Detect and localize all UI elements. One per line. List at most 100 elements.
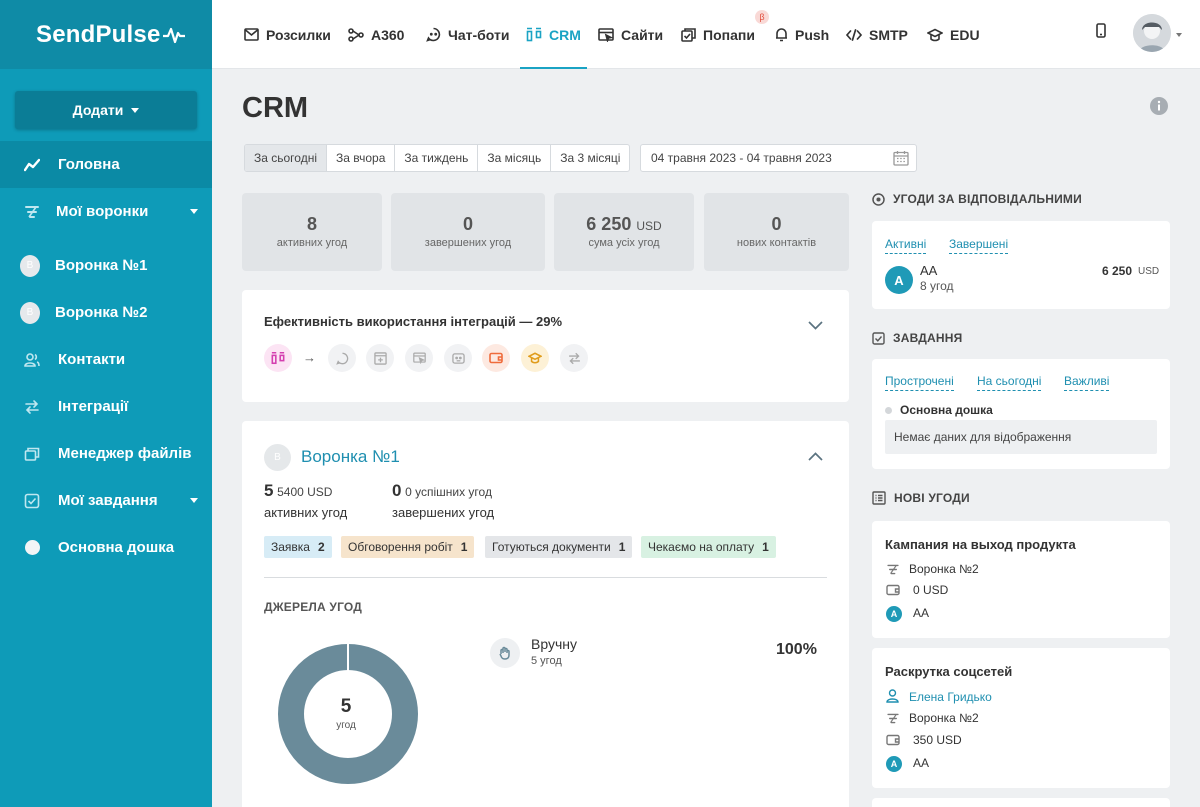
sidebar-item-label: Воронка №2 [55, 304, 148, 321]
chevron-down-icon[interactable] [1176, 33, 1182, 37]
topnav-item-edu[interactable]: EDU [927, 0, 980, 69]
period-week[interactable]: За тиждень [395, 145, 479, 171]
hand-icon [490, 638, 520, 668]
crm-icon[interactable] [264, 344, 292, 372]
sidebar-nav: Головна Мої воронки В Воронка №1 В Ворон… [0, 141, 212, 571]
stat-unit: USD [636, 219, 662, 233]
sidebar-item-funnel-1[interactable]: В Воронка №1 [0, 242, 212, 289]
donut-caption: угод [336, 720, 356, 731]
topnav-item-sites[interactable]: Сайти [598, 0, 663, 69]
stage-tag[interactable]: Обговорення робіт 1 [341, 536, 475, 558]
stage-tag[interactable]: Заявка 2 [264, 536, 332, 558]
stat-value: 0 [771, 214, 782, 234]
sidebar-item-my-funnels[interactable]: Мої воронки [0, 188, 212, 235]
user-avatar[interactable] [1133, 14, 1171, 52]
tab-overdue[interactable]: Прострочені [885, 374, 954, 391]
date-range-input[interactable]: 04 травня 2023 - 04 травня 2023 [640, 144, 917, 172]
add-button[interactable]: Додати [15, 91, 197, 129]
arrows-swap-icon[interactable] [560, 344, 588, 372]
mobile-icon[interactable] [1096, 23, 1106, 41]
sidebar-item-funnel-2[interactable]: В Воронка №2 [0, 289, 212, 336]
topnav-item-push[interactable]: Push [775, 0, 829, 69]
deal-card[interactable] [872, 798, 1170, 807]
page-title: CRM [242, 92, 309, 124]
wallet-icon[interactable] [482, 344, 510, 372]
new-deals-header: НОВІ УГОДИ [872, 491, 970, 505]
sidebar-item-label: Головна [58, 156, 120, 173]
period-month[interactable]: За місяць [478, 145, 552, 171]
info-icon[interactable] [1150, 97, 1168, 118]
stat-total-sum: 6 250 USD сума усіх угод [554, 193, 694, 271]
site-icon[interactable] [405, 344, 433, 372]
owner-avatar: A [886, 756, 902, 772]
graduation-icon[interactable] [521, 344, 549, 372]
tab-completed[interactable]: Завершені [949, 237, 1009, 254]
stage-tag[interactable]: Готуються документи 1 [485, 536, 633, 558]
funnel-active-count: 5 [264, 481, 274, 500]
funnel-done-label: завершених угод [392, 505, 495, 520]
tab-active[interactable]: Активні [885, 237, 927, 254]
deal-amount: 350 USD [913, 733, 962, 747]
sidebar-item-contacts[interactable]: Контакти [0, 336, 212, 383]
deal-title: Кампания на выход продукта [885, 537, 1076, 552]
stat-new-contacts: 0 нових контактів [704, 193, 849, 271]
board-name[interactable]: Основна дошка [900, 403, 993, 417]
sidebar-item-my-tasks[interactable]: Мої завдання [0, 477, 212, 524]
chatbot-icon[interactable] [328, 344, 356, 372]
chevron-up-icon[interactable] [808, 449, 823, 464]
period-3-months[interactable]: За 3 місяці [560, 151, 621, 165]
deal-card[interactable]: Кампания на выход продукта Воронка №2 0 … [872, 521, 1170, 638]
tab-today[interactable]: На сьогодні [977, 374, 1042, 391]
sidebar-item-file-manager[interactable]: Менеджер файлів [0, 430, 212, 477]
sources-label: ДЖЕРЕЛА УГОД [264, 600, 363, 614]
crm-icon [526, 27, 542, 42]
add-page-icon[interactable] [366, 344, 394, 372]
topnav-item-popups[interactable]: Попапи [681, 0, 755, 69]
sidebar-item-main-board[interactable]: Основна дошка [0, 524, 212, 571]
responsible-name: AA [920, 263, 938, 278]
period-today[interactable]: За сьогодні [245, 145, 327, 171]
wallet-icon [886, 734, 900, 746]
bot-icon[interactable] [444, 344, 472, 372]
stage-tag[interactable]: Чекаємо на оплату 1 [641, 536, 776, 558]
sidebar-item-label: Контакти [58, 351, 126, 368]
by-responsible-header: УГОДИ ЗА ВІДПОВІДАЛЬНИМИ [872, 192, 1082, 206]
popup-icon [681, 27, 696, 42]
tab-important[interactable]: Важливі [1064, 374, 1110, 391]
topnav-label: Попапи [703, 26, 755, 43]
period-yesterday[interactable]: За вчора [327, 145, 396, 171]
deal-owner: AA [913, 606, 930, 620]
board-dot-icon [885, 407, 892, 414]
chevron-down-icon [190, 498, 198, 503]
chevron-down-icon [131, 107, 140, 113]
integrations-title: Ефективність використання інтеграцій — 2… [264, 314, 563, 329]
dot-icon [22, 538, 42, 558]
arrow-right-icon: → [303, 350, 316, 365]
calendar-icon[interactable] [893, 150, 909, 169]
topnav-label: Сайти [621, 26, 664, 43]
topnav-item-smtp[interactable]: SMTP [846, 0, 908, 69]
deal-card[interactable]: Раскрутка соцсетей Елена Гридько Воронка… [872, 648, 1170, 788]
topnav-item-a360[interactable]: A360 [348, 0, 404, 69]
funnel-icon [886, 563, 900, 576]
sidebar-item-integrations[interactable]: Інтеграції [0, 383, 212, 430]
sources-donut-chart [278, 644, 418, 784]
topnav-item-campaigns[interactable]: Розсилки [244, 0, 331, 69]
brand-logo[interactable]: SendPulse [0, 0, 212, 69]
deal-contact[interactable]: Елена Гридько [909, 690, 992, 704]
funnel-title[interactable]: Воронка №1 [301, 447, 400, 466]
topnav-item-crm[interactable]: CRM [520, 0, 587, 69]
tasks-header: ЗАВДАННЯ [872, 331, 962, 345]
chevron-down-icon[interactable] [808, 318, 823, 333]
topnav-label: Push [795, 26, 830, 43]
stat-caption: нових контактів [736, 237, 817, 249]
stat-completed-deals: 0 завершених угод [391, 193, 545, 271]
date-range-value: 04 травня 2023 - 04 травня 2023 [651, 151, 832, 165]
divider [264, 577, 827, 578]
checkbox-icon [872, 331, 885, 345]
topnav-item-chatbots[interactable]: Чат-боти [426, 0, 509, 69]
deal-amount: 0 USD [913, 583, 949, 597]
list-icon [872, 491, 886, 505]
sidebar-item-home[interactable]: Головна [0, 141, 212, 188]
sidebar-item-label: Основна дошка [58, 539, 175, 556]
